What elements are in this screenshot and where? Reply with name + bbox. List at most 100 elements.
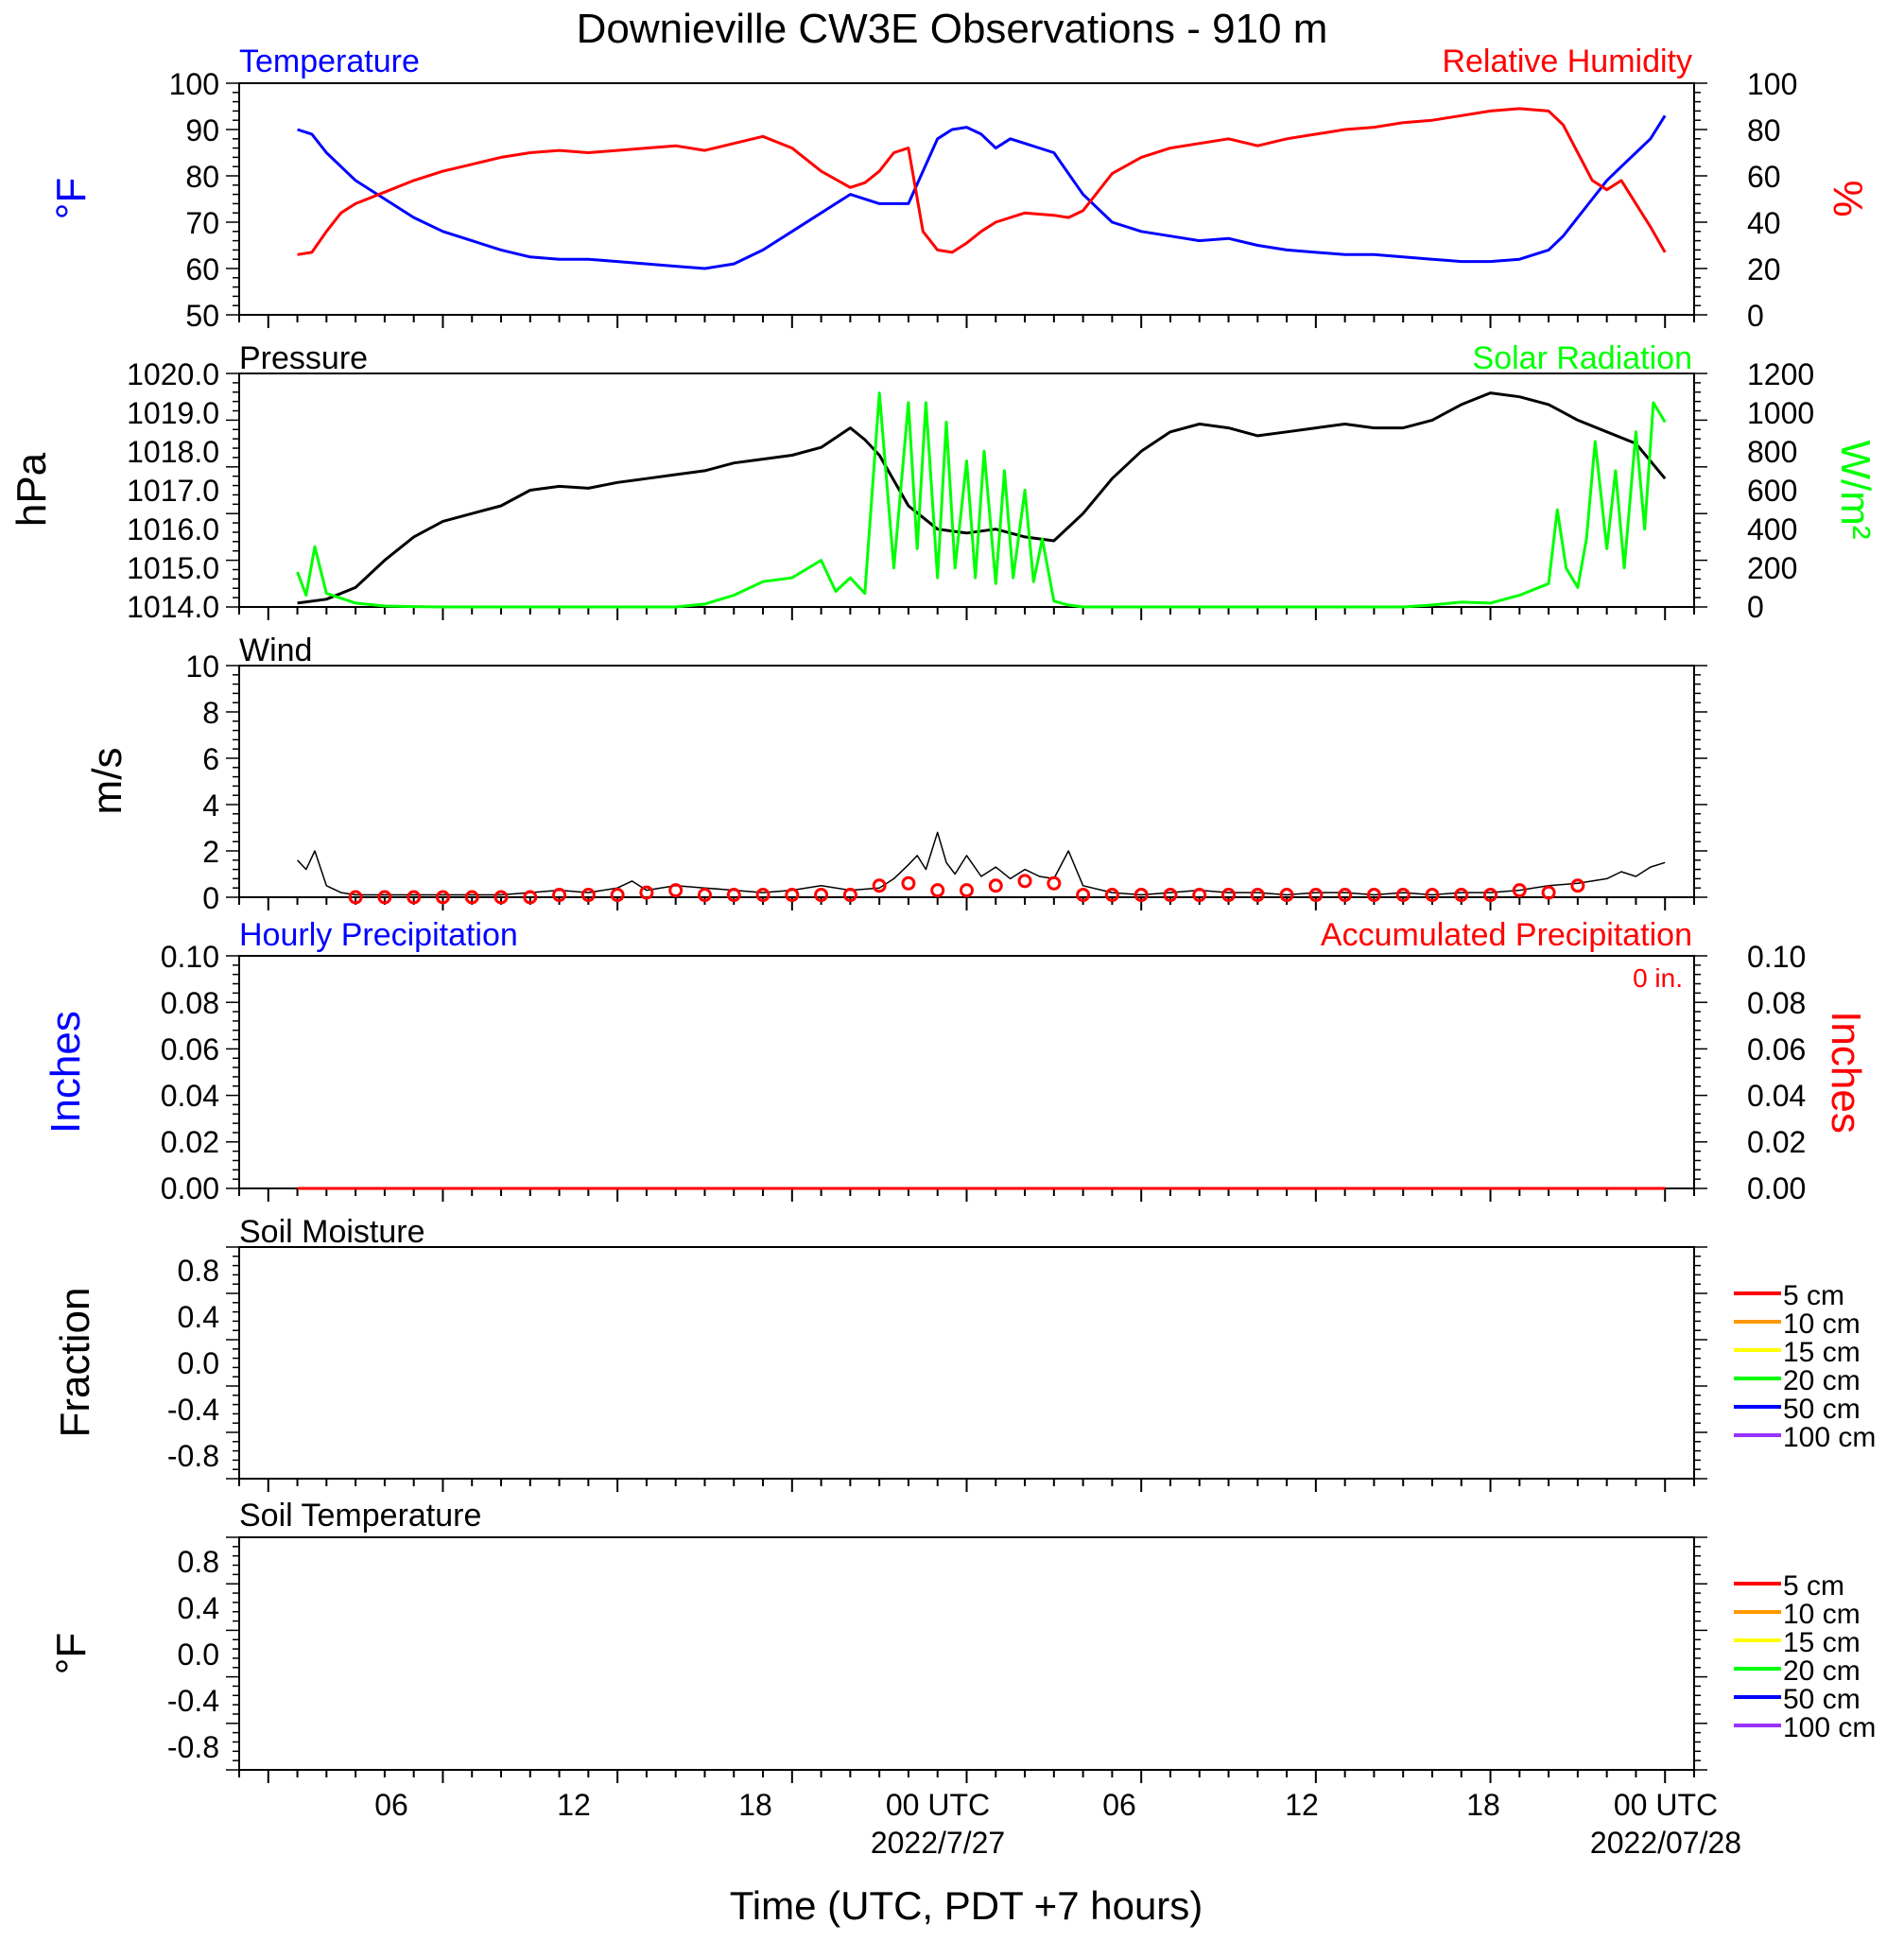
wind-barb-marker: [1483, 888, 1498, 903]
temp-y-tick: 60: [185, 252, 219, 286]
wind-barb-marker: [1163, 888, 1178, 903]
series-line: [297, 831, 1666, 896]
humidity-y-tick: 100: [1747, 67, 1797, 101]
humidity-y-tick: 80: [1747, 113, 1781, 147]
precip-y-tick: 0.08: [161, 986, 219, 1020]
pressure-y-axis-label: hPa: [9, 452, 55, 527]
wind-barb-marker: [726, 888, 741, 903]
accum-y-tick: 0.00: [1747, 1171, 1806, 1205]
series-line: [297, 114, 1667, 270]
soil-moisture-y-tick: -0.4: [167, 1393, 219, 1427]
accum-y-tick: 0.08: [1747, 986, 1806, 1020]
soil-temperature-frame: [238, 1536, 1695, 1771]
temperature-label: Temperature: [239, 43, 420, 79]
wind-barb-marker: [960, 883, 974, 898]
wind-barb-marker: [1221, 888, 1237, 903]
temp-y-tick: 50: [185, 299, 219, 333]
soil-temperature-legend: 5 cm 10 cm 15 cm 20 cm 50 cm 100 cm: [1734, 1570, 1876, 1743]
solar-y-axis-label: W/m²: [1832, 440, 1878, 539]
temp-y-ticks: 100 90 80 70 60 50: [169, 67, 219, 333]
wind-barb-marker: [523, 890, 538, 905]
x-tick-label: 18: [738, 1788, 772, 1822]
humidity-y-tick: 60: [1747, 160, 1781, 194]
x-tick-label: 12: [557, 1788, 591, 1822]
wind-barb-marker: [842, 888, 857, 903]
wind-barb-marker: [814, 888, 829, 903]
soil-moisture-y-tick: -0.8: [167, 1439, 219, 1473]
precip-y-tick: 0.02: [161, 1125, 219, 1159]
precip-y-axis-label: Inches: [43, 1011, 89, 1134]
humidity-y-tick: 0: [1747, 299, 1764, 333]
wind-barb-marker: [1512, 883, 1527, 898]
hourly-precip-label: Hourly Precipitation: [239, 917, 518, 953]
wind-barb-marker: [697, 888, 712, 903]
pressure-y-tick: 1014.0: [127, 590, 219, 624]
legend-label: 50 cm: [1783, 1394, 1861, 1425]
wind-barb-marker: [1366, 888, 1381, 903]
soil-moisture-panel: Soil Moisture Fraction 0.8 0.4 0.0 -0.4 …: [52, 1214, 1876, 1480]
wind-panel: Wind m/s 10 8 6 4 2 0: [84, 633, 1695, 915]
wind-barb-marker: [552, 888, 567, 903]
wind-barb-marker: [785, 888, 800, 903]
pressure-y-tick: 1016.0: [127, 512, 219, 546]
soil-moisture-y-ticks: 0.8 0.4 0.0 -0.4 -0.8: [167, 1254, 219, 1473]
legend-label: 20 cm: [1783, 1655, 1861, 1687]
wind-barb-marker: [610, 888, 625, 903]
precip-y-tick: 0.06: [161, 1032, 219, 1066]
x-tick-label: 18: [1466, 1788, 1500, 1822]
soil-temperature-panel: Soil Temperature °F 0.8 0.4 0.0 -0.4 -0.…: [48, 1498, 1876, 1771]
series-line: [297, 107, 1667, 256]
soil-temperature-y-tick: -0.4: [167, 1684, 219, 1718]
wind-barb-marker: [1104, 888, 1119, 903]
wind-panel-frame: [238, 665, 1695, 898]
pressure-panel-frame: [238, 373, 1695, 608]
soil-temperature-y-axis-label: °F: [48, 1633, 95, 1674]
x-tick-label: 00 UTC: [886, 1788, 990, 1822]
wind-barb-marker: [580, 888, 596, 903]
legend-label: 100 cm: [1783, 1422, 1876, 1453]
solar-y-tick: 1200: [1747, 357, 1814, 391]
x-date-label: 2022/7/27: [871, 1826, 1005, 1860]
soil-moisture-y-tick: 0.4: [178, 1300, 219, 1334]
x-tick-label: 00 UTC: [1614, 1788, 1718, 1822]
wind-barb-marker: [1017, 874, 1032, 889]
wind-barb-marker: [435, 890, 450, 905]
wind-y-tick: 4: [202, 789, 219, 823]
wind-barb-marker: [755, 888, 770, 903]
precip-y-ticks: 0.10 0.08 0.06 0.04 0.02 0.00: [161, 940, 219, 1205]
soil-moisture-y-axis-label: Fraction: [52, 1288, 98, 1438]
pressure-label: Pressure: [239, 340, 368, 376]
wind-barb-marker: [668, 883, 684, 898]
chart-title: Downieville CW3E Observations - 910 m: [577, 6, 1328, 52]
soil-temperature-y-tick: -0.8: [167, 1730, 219, 1764]
legend-label: 10 cm: [1783, 1308, 1861, 1340]
wind-barb-marker: [1454, 888, 1469, 903]
soil-moisture-frame: [238, 1246, 1695, 1480]
pressure-y-tick: 1018.0: [127, 435, 219, 469]
legend-label: 5 cm: [1783, 1280, 1844, 1311]
x-axis-tick-labels: 06 12 18 00 UTC 06 12 18 00 UTC 2022/7/2…: [374, 1788, 1741, 1860]
soil-moisture-y-tick: 0.0: [178, 1346, 219, 1380]
soil-moisture-title: Soil Moisture: [239, 1214, 425, 1250]
humidity-y-tick: 20: [1747, 252, 1781, 286]
pressure-y-tick: 1019.0: [127, 396, 219, 430]
x-date-label: 2022/07/28: [1590, 1826, 1741, 1860]
accum-y-tick: 0.04: [1747, 1079, 1806, 1113]
accum-precip-label: Accumulated Precipitation: [1321, 917, 1692, 953]
soil-moisture-legend: 5 cm 10 cm 15 cm 20 cm 50 cm 100 cm: [1734, 1280, 1876, 1453]
legend-label: 10 cm: [1783, 1599, 1861, 1630]
temp-y-tick: 90: [185, 113, 219, 147]
wind-barb-marker: [1192, 888, 1207, 903]
accum-y-ticks: 0.10 0.08 0.06 0.04 0.02 0.00: [1747, 940, 1806, 1205]
pressure-y-tick: 1020.0: [127, 357, 219, 391]
x-axis-title: Time (UTC, PDT +7 hours): [730, 1883, 1203, 1928]
soil-temperature-y-tick: 0.4: [178, 1591, 219, 1625]
precip-y-tick: 0.10: [161, 940, 219, 974]
wind-barb-marker: [1279, 888, 1294, 903]
temp-y-tick: 100: [169, 67, 219, 101]
pressure-y-tick: 1017.0: [127, 474, 219, 508]
wind-barb-marker: [1338, 888, 1353, 903]
wind-barb-marker: [1076, 888, 1091, 903]
x-tick-label: 06: [1102, 1788, 1136, 1822]
